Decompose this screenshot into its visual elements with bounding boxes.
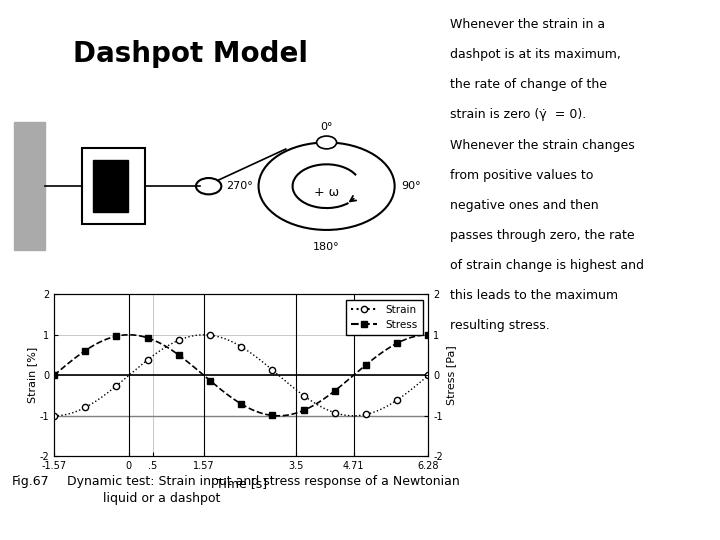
Y-axis label: Strain [%]: Strain [%] [27,347,37,403]
Text: 270°: 270° [226,181,253,191]
Text: resulting stress.: resulting stress. [450,319,550,332]
Text: Dynamic test: Strain input and stress response of a Newtonian
           liquid : Dynamic test: Strain input and stress re… [58,475,459,505]
Text: passes through zero, the rate: passes through zero, the rate [450,229,634,242]
Text: the rate of change of the: the rate of change of the [450,78,607,91]
Text: dashpot is at its maximum,: dashpot is at its maximum, [450,48,621,61]
Text: Whenever the strain in a: Whenever the strain in a [450,18,605,31]
Text: 90°: 90° [402,181,421,191]
Text: Dashpot Model: Dashpot Model [73,40,308,69]
Bar [14,122,45,251]
Bar [93,160,128,212]
Circle shape [258,143,395,230]
Circle shape [196,178,221,194]
X-axis label: Time [s]: Time [s] [215,477,267,490]
Bar [81,148,145,224]
Text: 0°: 0° [320,122,333,132]
Text: this leads to the maximum: this leads to the maximum [450,289,618,302]
Y-axis label: Stress [Pa]: Stress [Pa] [446,346,456,405]
Text: Fig.67: Fig.67 [12,475,49,488]
Text: Whenever the strain changes: Whenever the strain changes [450,139,635,152]
Text: + ω: + ω [314,186,339,199]
Text: of strain change is highest and: of strain change is highest and [450,259,644,272]
Circle shape [317,136,336,149]
Text: from positive values to: from positive values to [450,168,593,181]
Legend: Strain, Stress: Strain, Stress [346,300,423,335]
Text: 180°: 180° [313,241,340,252]
Text: negative ones and then: negative ones and then [450,199,598,212]
Text: strain is zero (γ̇  = 0).: strain is zero (γ̇ = 0). [450,109,586,122]
